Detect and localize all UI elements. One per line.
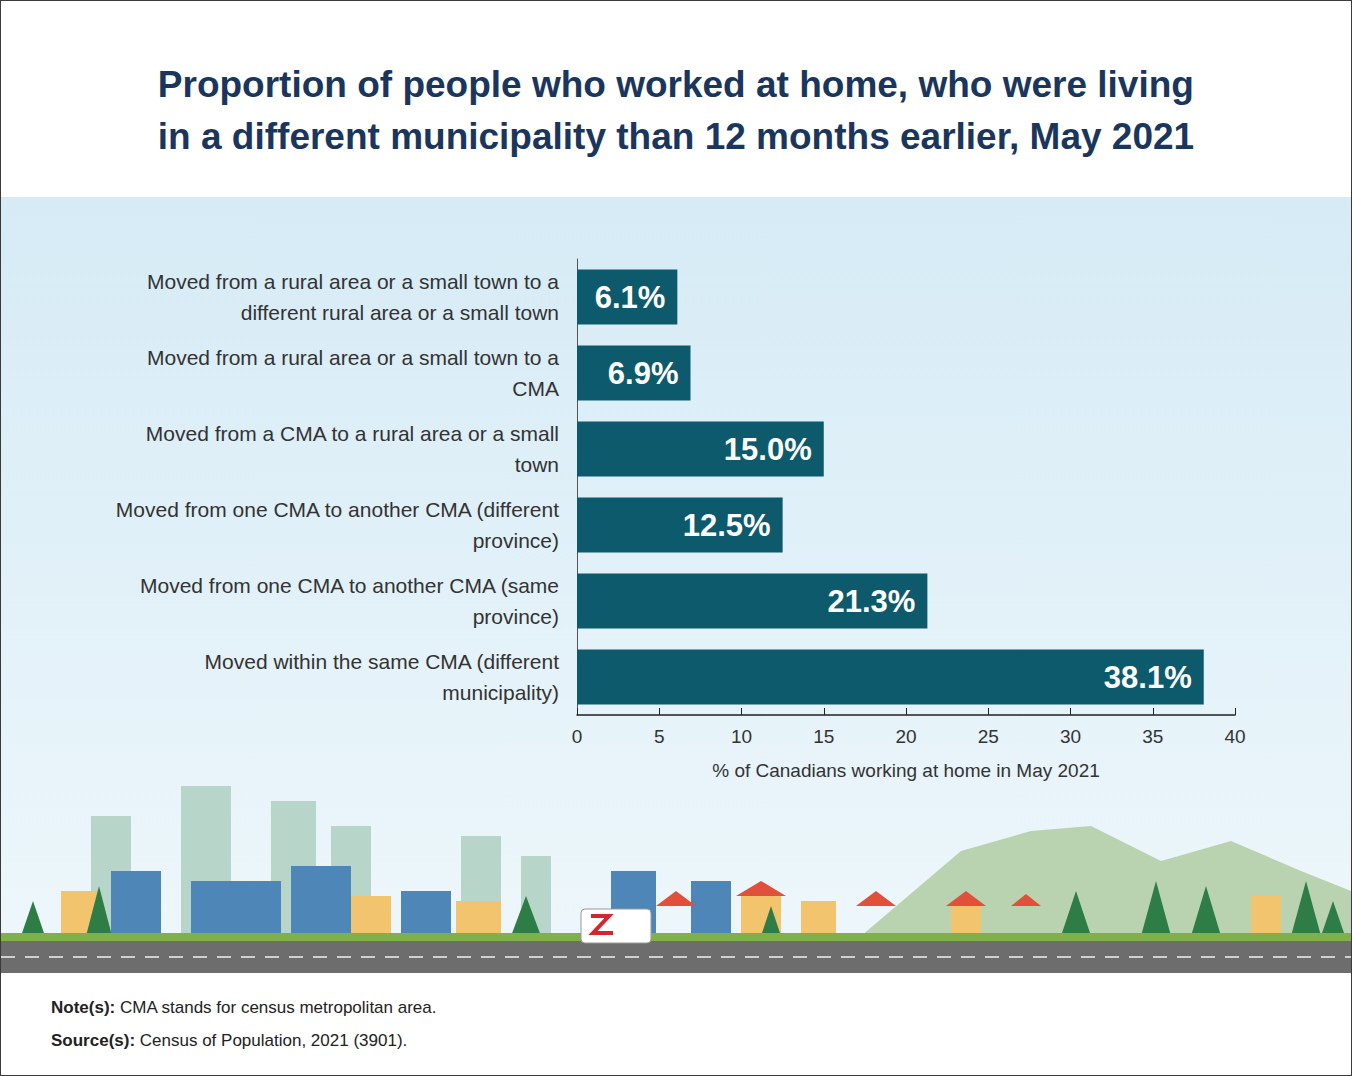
svg-text:Moved from one CMA to another: Moved from one CMA to another CMA (same [140, 574, 559, 597]
svg-text:Moved from one CMA to another: Moved from one CMA to another CMA (diffe… [116, 498, 559, 521]
html-text:Source(s): Census of Populatio: Source(s): Census of Population, 2021 (3… [51, 1031, 408, 1050]
svg-text:20: 20 [895, 726, 916, 747]
svg-text:0: 0 [572, 726, 583, 747]
svg-text:Proportion of people who worke: Proportion of people who worked at home,… [158, 64, 1194, 105]
svg-text:6.9%: 6.9% [608, 356, 679, 391]
svg-text:municipality): municipality) [442, 681, 559, 704]
svg-text:30: 30 [1060, 726, 1081, 747]
svg-text:province): province) [473, 605, 559, 628]
svg-text:15: 15 [813, 726, 834, 747]
svg-text:town: town [515, 453, 559, 476]
svg-text:12.5%: 12.5% [683, 508, 771, 543]
svg-text:6.1%: 6.1% [595, 280, 666, 315]
svg-text:15.0%: 15.0% [724, 432, 812, 467]
svg-text:10: 10 [731, 726, 752, 747]
svg-text:21.3%: 21.3% [827, 584, 915, 619]
svg-text:CMA: CMA [512, 377, 559, 400]
svg-text:25: 25 [978, 726, 999, 747]
svg-text:35: 35 [1142, 726, 1163, 747]
svg-text:40: 40 [1224, 726, 1245, 747]
svg-text:38.1%: 38.1% [1104, 660, 1192, 695]
svg-text:Moved from a rural area or a s: Moved from a rural area or a small town … [147, 346, 559, 369]
svg-text:province): province) [473, 529, 559, 552]
svg-text:different rural area or a smal: different rural area or a small town [241, 301, 559, 324]
html-text:Note(s): CMA stands for census: Note(s): CMA stands for census metropoli… [51, 998, 437, 1017]
svg-text:Moved from a rural area or a s: Moved from a rural area or a small town … [147, 270, 559, 293]
svg-text:in a different municipality th: in a different municipality than 12 mont… [158, 116, 1194, 157]
svg-text:5: 5 [654, 726, 665, 747]
svg-text:Moved within the same CMA (dif: Moved within the same CMA (different [205, 650, 560, 673]
svg-text:% of Canadians working at home: % of Canadians working at home in May 20… [712, 760, 1100, 781]
svg-text:Moved from a CMA to a rural ar: Moved from a CMA to a rural area or a sm… [146, 422, 559, 445]
